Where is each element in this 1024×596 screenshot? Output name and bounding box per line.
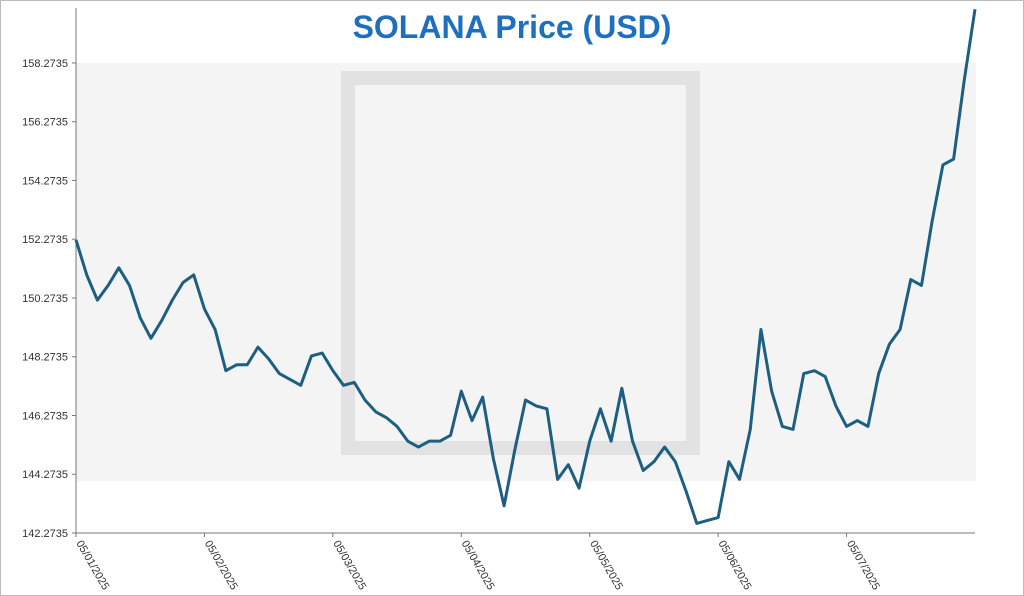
y-tick-label: 146.2735: [22, 410, 68, 422]
watermark-panel: [76, 63, 976, 481]
y-tick-label: 152.2735: [22, 234, 68, 246]
y-tick-label: 148.2735: [22, 352, 68, 364]
y-tick-label: 154.2735: [22, 175, 68, 187]
y-tick-label: 158.2735: [22, 58, 68, 70]
y-tick-label: 156.2735: [22, 117, 68, 129]
price-line: [74, 9, 977, 525]
y-tick-label: 144.2735: [22, 469, 68, 481]
chart-title: SOLANA Price (USD): [353, 9, 672, 45]
watermark-stamp: [341, 71, 700, 455]
y-tick-label: 150.2735: [22, 293, 68, 305]
y-tick-label: 142.2735: [22, 528, 68, 540]
